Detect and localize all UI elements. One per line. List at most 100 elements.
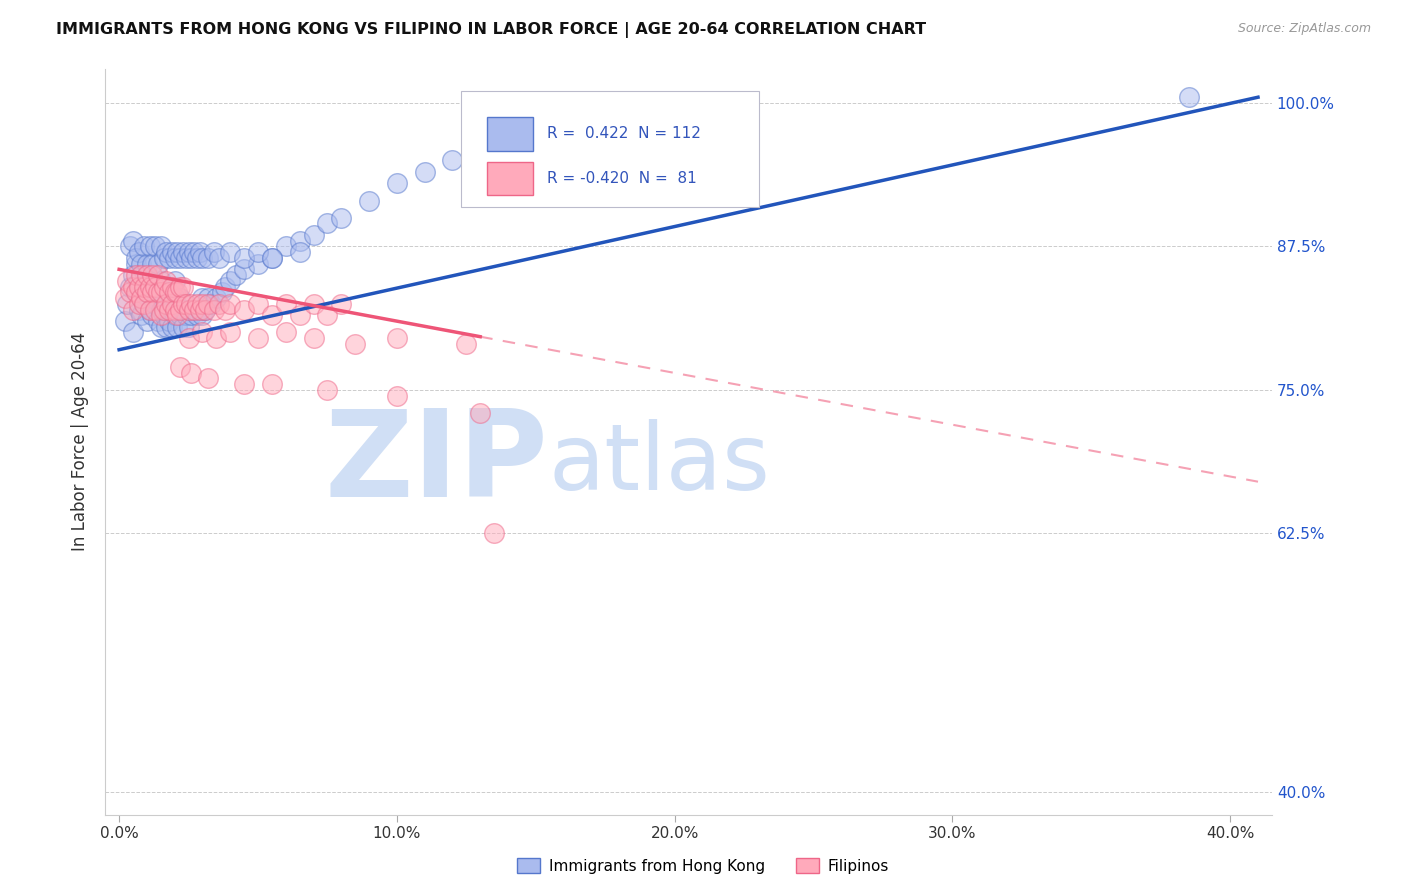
Point [316,383,339,397]
Point [149,319,172,334]
Point [177,302,200,317]
Point [191,291,214,305]
Point [177,302,200,317]
Point [177,245,200,260]
Point [274,326,297,340]
Point [138,274,160,288]
Point [128,279,150,293]
Point [359,194,381,208]
Point [120,239,142,253]
Point [169,359,191,374]
Point [208,251,231,265]
Point [135,268,157,282]
Point [128,245,150,260]
Point [183,245,205,260]
Point [385,176,408,190]
Point [132,239,155,253]
Point [174,297,197,311]
Point [191,251,214,265]
Point [246,257,269,271]
Y-axis label: In Labor Force | Age 20-64: In Labor Force | Age 20-64 [72,332,89,551]
Point [172,319,194,334]
FancyBboxPatch shape [486,117,533,151]
Point [160,297,183,311]
Point [194,302,217,317]
Point [138,239,160,253]
Point [131,268,153,282]
Point [219,297,242,311]
Point [172,245,194,260]
Point [163,274,186,288]
Point [152,251,174,265]
Point [197,371,219,385]
Point [155,297,177,311]
Point [135,285,157,300]
Point [132,297,155,311]
Point [157,251,180,265]
Point [302,227,325,242]
Text: ZIP: ZIP [325,405,548,523]
Point [197,291,219,305]
Point [169,291,191,305]
Point [233,262,256,277]
Point [288,245,311,260]
Point [135,314,157,328]
Point [117,297,139,311]
Point [188,302,211,317]
Point [132,279,155,293]
Point [131,257,153,271]
Point [141,308,163,322]
Text: IMMIGRANTS FROM HONG KONG VS FILIPINO IN LABOR FORCE | AGE 20-64 CORRELATION CHA: IMMIGRANTS FROM HONG KONG VS FILIPINO IN… [56,22,927,38]
Point [174,308,197,322]
Point [183,302,205,317]
Point [302,331,325,345]
Text: Source: ZipAtlas.com: Source: ZipAtlas.com [1237,22,1371,36]
Point [155,297,177,311]
Point [125,268,148,282]
Point [132,279,155,293]
Point [260,308,283,322]
Point [169,279,191,293]
Point [246,297,269,311]
Point [274,297,297,311]
Point [135,285,157,300]
Point [202,302,225,317]
Point [131,291,153,305]
Point [200,297,222,311]
Point [114,291,136,305]
Point [260,377,283,392]
Point [131,291,153,305]
Point [152,279,174,293]
Point [330,211,353,225]
Point [330,297,353,311]
Point [166,302,188,317]
Point [180,308,202,322]
Point [233,251,256,265]
Point [166,308,188,322]
Point [186,251,208,265]
Point [288,308,311,322]
Point [143,279,166,293]
Point [117,274,139,288]
FancyBboxPatch shape [461,91,759,207]
Point [146,285,169,300]
Point [143,239,166,253]
Point [205,291,228,305]
Point [143,297,166,311]
Point [219,326,242,340]
Point [607,113,630,128]
Point [166,319,188,334]
Point [122,234,145,248]
Point [208,297,231,311]
Point [146,257,169,271]
Point [125,285,148,300]
Point [163,308,186,322]
Point [191,297,214,311]
Point [172,279,194,293]
Point [160,302,183,317]
Point [246,245,269,260]
Point [120,285,142,300]
Point [114,314,136,328]
Point [183,302,205,317]
Point [135,257,157,271]
